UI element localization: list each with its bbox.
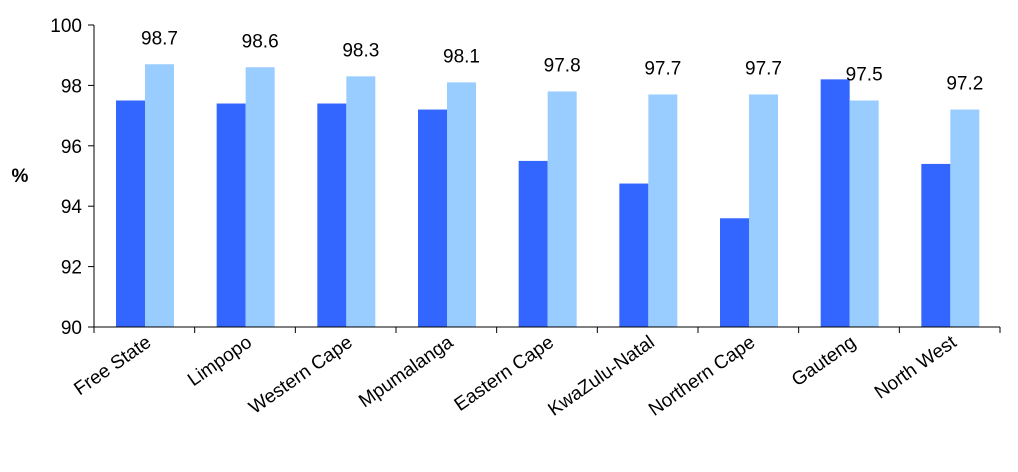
- data-label-mpumalanga: 98.1: [443, 46, 480, 67]
- bar-series1-eastern-cape: [518, 160, 548, 327]
- bar-series2-northern-cape: [749, 94, 778, 328]
- x-tick-label-free-state: Free State: [70, 332, 155, 400]
- y-tick-label-96: 96: [61, 137, 82, 158]
- x-tick-label-northern-cape: Northern Cape: [645, 332, 759, 421]
- data-label-free-state: 98.7: [141, 28, 178, 49]
- bar-series2-free-state: [145, 64, 174, 327]
- bar-series1-northern-cape: [720, 218, 749, 327]
- bar-series2-eastern-cape: [547, 91, 577, 327]
- bars-group: [116, 64, 980, 328]
- data-label-north-west: 97.2: [946, 74, 983, 95]
- x-tick-label-western-cape: Western Cape: [245, 332, 356, 419]
- data-label-gauteng: 97.5: [846, 65, 883, 86]
- y-tick-label-98: 98: [61, 76, 82, 97]
- data-label-northern-cape: 97.7: [745, 58, 782, 79]
- data-label-limpopo: 98.6: [242, 31, 279, 52]
- bar-series1-free-state: [116, 100, 145, 327]
- data-label-western-cape: 98.3: [342, 40, 379, 61]
- axes-group: 90 92 94 96 98 100: [50, 16, 1001, 339]
- x-tick-label-north-west: North West: [871, 331, 961, 403]
- x-tick-label-eastern-cape: Eastern Cape: [451, 332, 558, 416]
- bar-series1-limpopo: [216, 103, 246, 328]
- bar-series1-kwazulu-natal: [619, 183, 649, 327]
- bar-series2-mpumalanga: [447, 82, 476, 327]
- bar-series1-mpumalanga: [418, 109, 447, 327]
- bar-series2-north-west: [950, 109, 980, 327]
- y-tick-label-94: 94: [61, 197, 83, 218]
- bar-series2-limpopo: [245, 67, 275, 327]
- data-label-eastern-cape: 97.8: [544, 55, 581, 76]
- bar-series2-western-cape: [346, 76, 376, 327]
- bar-series2-gauteng: [849, 100, 879, 327]
- data-label-kwazulu-natal: 97.7: [644, 58, 681, 79]
- bar-series1-western-cape: [317, 103, 347, 328]
- x-tick-label-kwazulu-natal: KwaZulu-Natal: [544, 332, 658, 421]
- x-tick-label-gauteng: Gauteng: [788, 332, 860, 391]
- y-tick-label-100: 100: [50, 16, 82, 37]
- bar-series1-gauteng: [820, 79, 850, 327]
- x-tick-label-mpumalanga: Mpumalanga: [355, 332, 457, 412]
- y-tick-label-92: 92: [61, 258, 82, 279]
- y-tick-label-90: 90: [61, 318, 82, 339]
- bar-series1-north-west: [921, 163, 951, 327]
- bar-series2-kwazulu-natal: [648, 94, 678, 328]
- y-axis-label: %: [12, 166, 29, 187]
- x-tick-label-limpopo: Limpopo: [184, 332, 256, 391]
